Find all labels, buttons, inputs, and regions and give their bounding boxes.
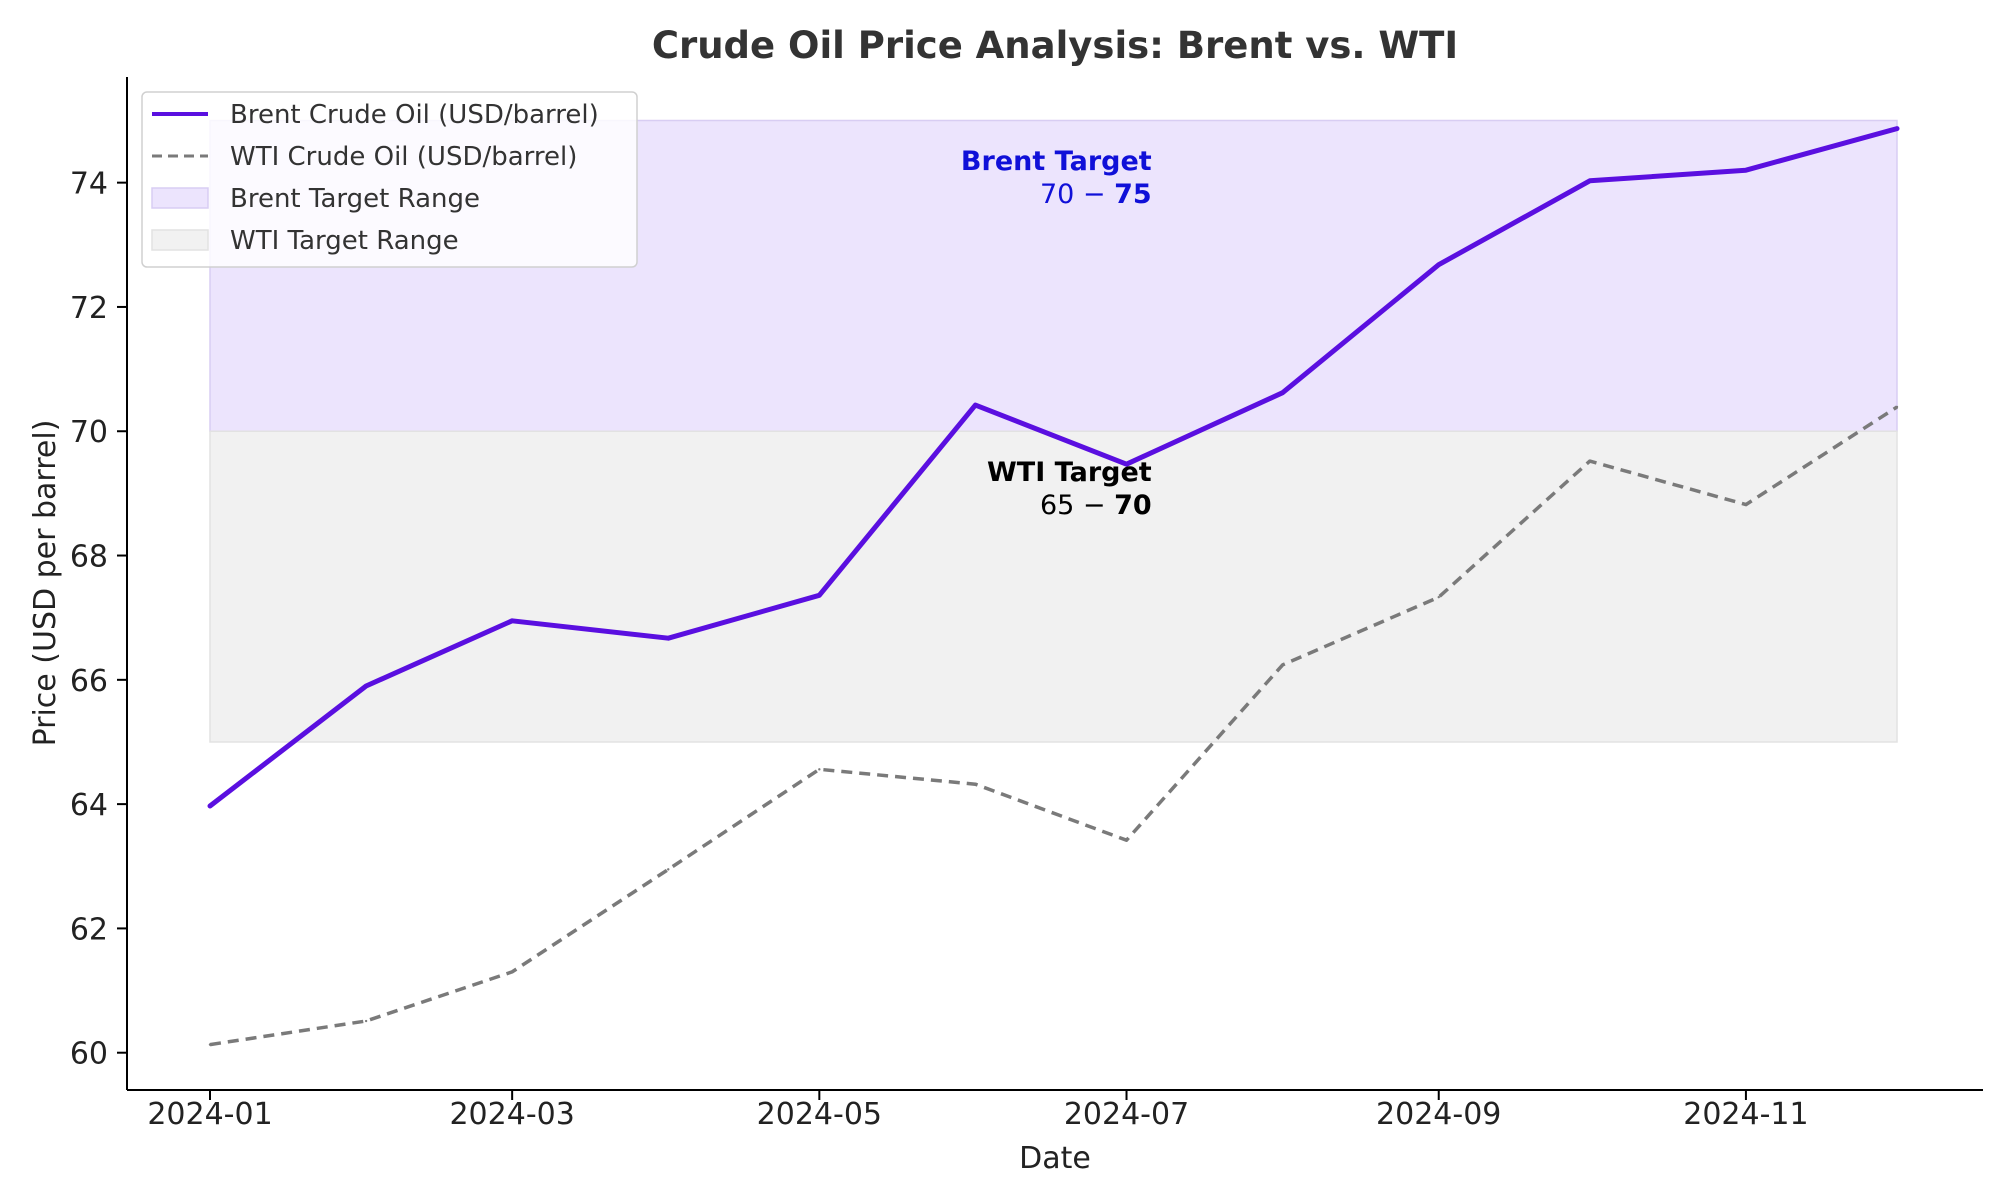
- series-1-point-11: [1895, 405, 1899, 409]
- series-line-0: [207, 126, 1900, 809]
- series-0-point-2: [510, 619, 514, 622]
- y-tick-label: 62: [70, 912, 108, 947]
- y-tick-label: 64: [70, 788, 108, 823]
- series-0-point-9: [1588, 179, 1592, 182]
- series-1-point-5: [974, 783, 977, 786]
- series-lines: [207, 126, 1900, 1047]
- legend-swatch-brent-range: [151, 187, 209, 209]
- annotation-label-1: WTI Target: [987, 457, 1152, 488]
- series-0-point-11: [1895, 127, 1899, 130]
- y-tick-label: 70: [70, 415, 108, 450]
- legend: Brent Crude Oil (USD/barrel) WTI Crude O…: [141, 91, 638, 268]
- series-0-point-3: [667, 636, 670, 640]
- series-0-point-10: [1744, 169, 1748, 172]
- y-axis-label: Price (USD per barrel): [28, 420, 63, 747]
- target-bands: [209, 119, 1898, 743]
- x-tick-label: 2024-07: [1064, 1097, 1189, 1132]
- series-0-point-7: [1281, 391, 1284, 394]
- legend-frame: [141, 91, 638, 268]
- series-0-point-8: [1437, 263, 1440, 266]
- series-0-point-0: [208, 804, 212, 808]
- x-tick-label: 2024-11: [1683, 1097, 1808, 1132]
- x-tick-label: 2024-09: [1376, 1097, 1501, 1132]
- series-1-point-4: [818, 768, 821, 771]
- series-0-point-5: [974, 403, 977, 407]
- legend-label-brent: Brent Crude Oil (USD/barrel): [230, 100, 599, 130]
- series-0-point-1: [364, 684, 368, 688]
- legend-label-brent-range: Brent Target Range: [230, 184, 480, 214]
- series-1-point-3: [667, 868, 670, 871]
- chart-title: Crude Oil Price Analysis: Brent vs. WTI: [652, 24, 1458, 67]
- legend-swatch-wti-range: [151, 229, 209, 251]
- series-1-point-2: [510, 970, 514, 974]
- annotation-range-1: 65 − 70: [1040, 490, 1152, 521]
- x-tick-label: 2024-03: [449, 1097, 574, 1132]
- series-1-point-6: [1125, 838, 1128, 842]
- y-tick-label: 74: [70, 167, 108, 202]
- x-tick-label: 2024-05: [757, 1097, 882, 1132]
- series-0-point-6: [1125, 462, 1128, 466]
- series-1-point-9: [1588, 459, 1592, 463]
- target-band-1: [209, 430, 1898, 743]
- series-1-point-1: [364, 1019, 368, 1023]
- x-axis-label: Date: [1019, 1141, 1091, 1176]
- series-0-point-4: [818, 594, 821, 597]
- x-axis-ticks: 2024-01 2024-03 2024-05 2024-07 2024-09 2024-…: [147, 1090, 1809, 1132]
- annotation-range-0: 70 − 75: [1040, 179, 1152, 210]
- series-1-point-8: [1437, 595, 1440, 599]
- series-1-point-0: [208, 1043, 212, 1046]
- legend-label-wti: WTI Crude Oil (USD/barrel): [230, 142, 577, 172]
- y-tick-label: 60: [70, 1037, 108, 1072]
- y-tick-label: 66: [70, 664, 108, 699]
- legend-label-wti-range: WTI Target Range: [230, 226, 459, 256]
- x-tick-label: 2024-01: [147, 1097, 272, 1132]
- y-axis-ticks: 60 62 64 66 68 70 72 74: [70, 167, 127, 1072]
- y-tick-label: 68: [70, 540, 108, 575]
- series-1-point-10: [1744, 503, 1748, 506]
- y-tick-label: 72: [70, 291, 108, 326]
- series-1-point-7: [1281, 663, 1284, 667]
- annotation-label-0: Brent Target: [961, 146, 1152, 177]
